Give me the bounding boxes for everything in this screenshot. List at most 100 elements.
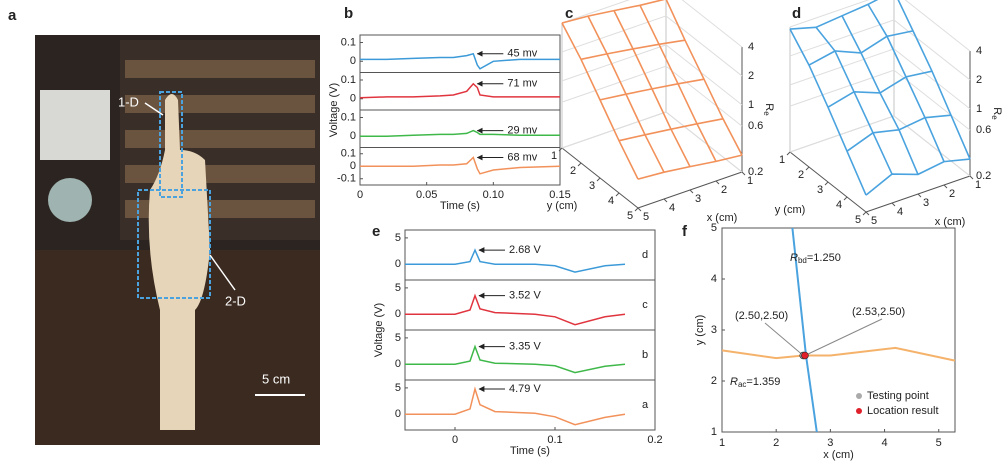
- x-tick-label: 0: [452, 434, 458, 446]
- z-tick-label: 4: [748, 41, 754, 53]
- x-tick-label: 3: [695, 193, 701, 205]
- y-tick-label: 0: [395, 258, 401, 270]
- x-axis-label: Time (s): [440, 200, 480, 212]
- surface-wire: [587, 15, 665, 173]
- x-axis-label: Time (s): [510, 445, 550, 457]
- y-tick: [824, 181, 829, 186]
- y-tick: [558, 147, 563, 152]
- x-tick: [637, 207, 642, 212]
- y-tick-label: 3: [711, 324, 717, 336]
- line-series: [360, 129, 560, 138]
- y-tick-label: 0: [350, 130, 356, 142]
- scale-bar-label: 5 cm: [262, 371, 290, 386]
- leader-line: [804, 318, 883, 356]
- z-tick-label: 1: [748, 99, 754, 111]
- x-tick-label: 3: [827, 437, 833, 449]
- y-tick-label: 5: [395, 232, 401, 244]
- panel-label: d: [792, 5, 801, 22]
- x-tick-label: 4: [897, 206, 903, 218]
- x-tick-label: 5: [936, 437, 942, 449]
- x-tick-label: 1: [975, 179, 981, 191]
- grid-line: [789, 19, 971, 81]
- y-axis-label: y (cm): [694, 315, 706, 346]
- surface-wire: [815, 26, 893, 175]
- y-axis-label: y (cm): [775, 204, 806, 216]
- x-tick: [741, 171, 746, 176]
- annotation-sub: ac: [738, 380, 746, 389]
- x-tick: [715, 180, 720, 185]
- annotation: 29 mv: [507, 125, 537, 137]
- x-tick-label: 0: [357, 189, 363, 201]
- x-tick-label: 4: [669, 202, 675, 214]
- annotation-symbol: R: [790, 252, 798, 264]
- y-tick-label: 0: [395, 408, 401, 420]
- pointer: [209, 254, 236, 291]
- y-tick-label: 2: [711, 375, 717, 387]
- subplot-frame: [404, 279, 656, 331]
- x-axis-label: x (cm): [823, 449, 854, 461]
- y-tick-label: 1: [711, 426, 717, 438]
- y-axis-label: y (cm): [547, 200, 578, 212]
- y-tick-label: 5: [627, 210, 633, 222]
- y-tick-label: 0.1: [341, 74, 356, 86]
- annotation: 45 mv: [507, 48, 537, 60]
- annotation: 68 mv: [507, 151, 537, 163]
- subplot-tag: c: [642, 299, 648, 311]
- surface-wire: [827, 70, 933, 108]
- surface-wire: [637, 154, 743, 180]
- annotation: 3.52 V: [509, 290, 541, 302]
- y-tick-label: 0: [350, 93, 356, 105]
- panel-label: e: [372, 223, 380, 240]
- x-tick-label: 0.10: [483, 189, 504, 201]
- y-tick-label: 1: [779, 154, 785, 166]
- z-axis-label-main: R: [991, 107, 1002, 115]
- x-axis-label: x (cm): [707, 212, 738, 224]
- y-tick-label: 1: [551, 150, 557, 162]
- x-tick: [917, 193, 922, 198]
- annotation-value: =1.359: [746, 376, 780, 388]
- z-tick-label: 0.6: [748, 120, 763, 132]
- y-tick: [634, 207, 639, 212]
- globe: [48, 178, 92, 222]
- y-tick-label: 0: [350, 55, 356, 67]
- z-tick-label: 0.2: [748, 166, 763, 178]
- x-tick: [689, 189, 694, 194]
- grid-line: [789, 48, 971, 110]
- x-tick: [943, 184, 948, 189]
- annotation: 4.79 V: [509, 383, 541, 395]
- z-tick-label: 0.6: [976, 124, 991, 136]
- annotation: 3.35 V: [509, 340, 541, 352]
- line-series: [721, 346, 956, 362]
- surface-wire: [665, 0, 743, 156]
- wall-picture: [40, 90, 110, 160]
- subplot-frame: [404, 329, 656, 381]
- legend-marker: [856, 408, 862, 414]
- y-tick-label: 3: [589, 180, 595, 192]
- annotation: (2.53,2.50): [852, 306, 905, 318]
- y-tick-label: 3: [817, 184, 823, 196]
- line-series: [405, 344, 626, 374]
- y-tick: [577, 162, 582, 167]
- wooden-hand: [148, 94, 210, 430]
- y-tick-label: 4: [608, 195, 614, 207]
- x-tick-label: 5: [871, 215, 877, 227]
- legend-label: Location result: [867, 405, 939, 417]
- y-tick-label: 5: [855, 214, 861, 226]
- z-tick-label: 1: [976, 103, 982, 115]
- z-axis-label-main: R: [763, 103, 775, 111]
- annotation-symbol: R: [730, 376, 738, 388]
- legend-label: Testing point: [867, 390, 929, 402]
- photo-annotation: 1-D: [118, 94, 139, 109]
- x-tick-label: 1: [719, 437, 725, 449]
- x-axis-label: x (cm): [935, 216, 966, 228]
- annotation-text: (2.50,2.50): [735, 310, 788, 322]
- leader-line: [764, 322, 804, 356]
- y-tick-label: 5: [395, 282, 401, 294]
- z-axis-label: Re: [990, 107, 1002, 120]
- z-axis-label-sub: e: [990, 115, 999, 120]
- panel-label: a: [8, 7, 17, 24]
- x-tick-label: 0.05: [416, 189, 437, 201]
- surface-wire: [639, 4, 717, 162]
- surface-wire: [789, 28, 867, 196]
- annotation: 71 mv: [507, 78, 537, 90]
